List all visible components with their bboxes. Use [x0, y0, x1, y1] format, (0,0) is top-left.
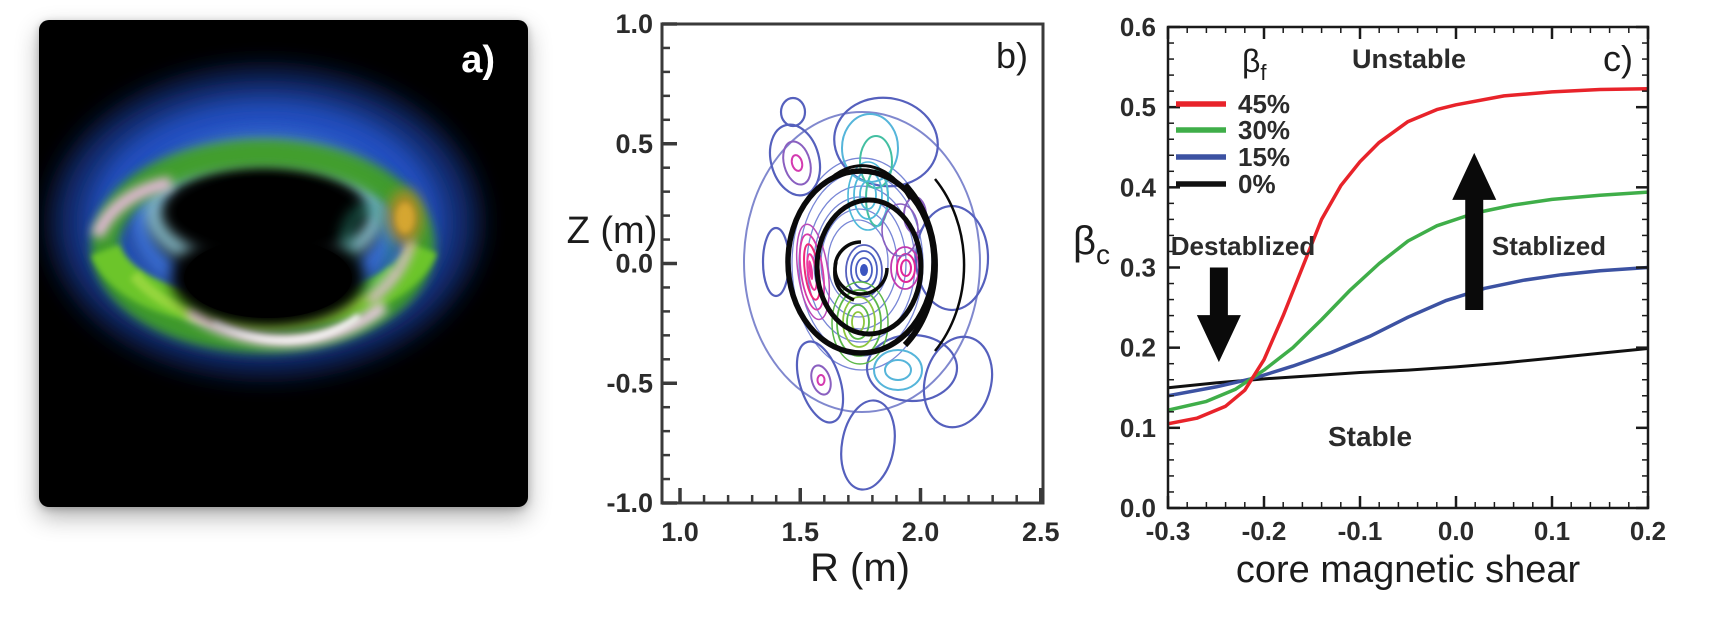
contour-cell-magenta-right [881, 203, 920, 290]
torus-yellow-core [396, 203, 414, 233]
legend-label-15pct: 15% [1238, 142, 1290, 172]
torus-rendering: a) [53, 39, 495, 373]
tick-label: -0.3 [1146, 516, 1191, 546]
tick-label: 0.2 [1630, 516, 1666, 546]
contour-outer-envelope [743, 111, 981, 413]
panel-b-ticks [662, 22, 1043, 505]
torus-white-highlight [212, 313, 361, 343]
panel-b-tick-labels: 1.0 0.5 0.0 -0.5 -1.0 1.0 1.5 2.0 2.5 [606, 9, 1059, 547]
panel-b-y-axis-title: Z (m) [567, 210, 658, 252]
annotation-stabilized: Stablized [1492, 231, 1606, 261]
tick-label: 0.6 [1120, 12, 1156, 42]
panel-a: a) [39, 20, 528, 507]
tick-label: 0.2 [1120, 333, 1156, 363]
contour-lobe-bottom [840, 399, 896, 491]
curve-30pct [1168, 190, 1648, 412]
destabilized-arrow-down [1196, 267, 1241, 363]
tick-label: 0.1 [1534, 516, 1570, 546]
torus-hole [184, 238, 352, 318]
contour-lobe-bottomleft [795, 340, 845, 424]
tick-label: 2.0 [902, 517, 940, 547]
stability-curves [1168, 86, 1648, 426]
panel-c-y-axis-title: βc [1073, 219, 1110, 270]
torus-pink-filament-left [90, 176, 173, 239]
tick-label: 1.5 [781, 517, 819, 547]
stabilized-arrow-up [1452, 152, 1497, 310]
panel-b: 1.0 0.5 0.0 -0.5 -1.0 1.0 1.5 2.0 2.5 Z (m) R (m… [567, 9, 1060, 590]
tick-label: -1.0 [606, 488, 653, 518]
legend-label-45pct: 45% [1238, 89, 1290, 119]
tick-label: 1.0 [661, 517, 699, 547]
annotation-unstable: Unstable [1352, 44, 1466, 74]
tick-label: 0.4 [1120, 172, 1157, 202]
tick-label: -0.1 [1338, 516, 1383, 546]
contour-lobe-topleft [768, 96, 822, 197]
tick-label: 0.5 [1120, 92, 1156, 122]
stability-arrows [1196, 152, 1497, 363]
panel-b-label: b) [996, 35, 1028, 76]
annotation-stable: Stable [1328, 421, 1412, 452]
torus-pink-filament-right [366, 238, 416, 305]
tick-label: 0.0 [615, 249, 653, 279]
tick-label: 0.1 [1120, 413, 1156, 443]
curve-15pct [1168, 265, 1648, 398]
legend-title: βf [1242, 43, 1267, 85]
legend-label-30pct: 30% [1238, 115, 1290, 145]
legend-label-0pct: 0% [1238, 169, 1276, 199]
curve-45pct [1168, 86, 1648, 426]
annotation-destabilized: Destablized [1171, 231, 1316, 261]
tick-label: -0.2 [1242, 516, 1287, 546]
tick-label: 1.0 [615, 9, 653, 39]
contour-cell-blue-center [845, 244, 883, 298]
panel-c-ticks [1166, 25, 1650, 510]
panel-c-label: c) [1603, 38, 1633, 79]
legend: βf 45% 30% 15% 0% [1176, 43, 1290, 199]
tick-label: -0.5 [606, 368, 653, 398]
panel-c-tick-labels: 0.0 0.1 0.2 0.3 0.4 0.5 0.6 -0.3 -0.2 -0.1 0.0 0.1 0… [1120, 12, 1666, 546]
tick-label: 0.5 [615, 129, 653, 159]
tick-label: 0.3 [1120, 252, 1156, 282]
panel-c-x-axis-title: core magnetic shear [1236, 549, 1581, 591]
panel-c: 0.0 0.1 0.2 0.3 0.4 0.5 0.6 -0.3 -0.2 -0.1 0.0 0.1 0… [1073, 12, 1666, 591]
flux-surfaces [785, 164, 966, 356]
contour-lobe-left [761, 226, 791, 298]
tick-label: 2.5 [1022, 517, 1060, 547]
panel-a-label: a) [461, 39, 495, 81]
panel-b-x-axis-title: R (m) [810, 546, 910, 590]
tick-label: 0.0 [1120, 493, 1156, 523]
contour-plot-art [743, 96, 994, 491]
tick-label: 0.0 [1438, 516, 1474, 546]
